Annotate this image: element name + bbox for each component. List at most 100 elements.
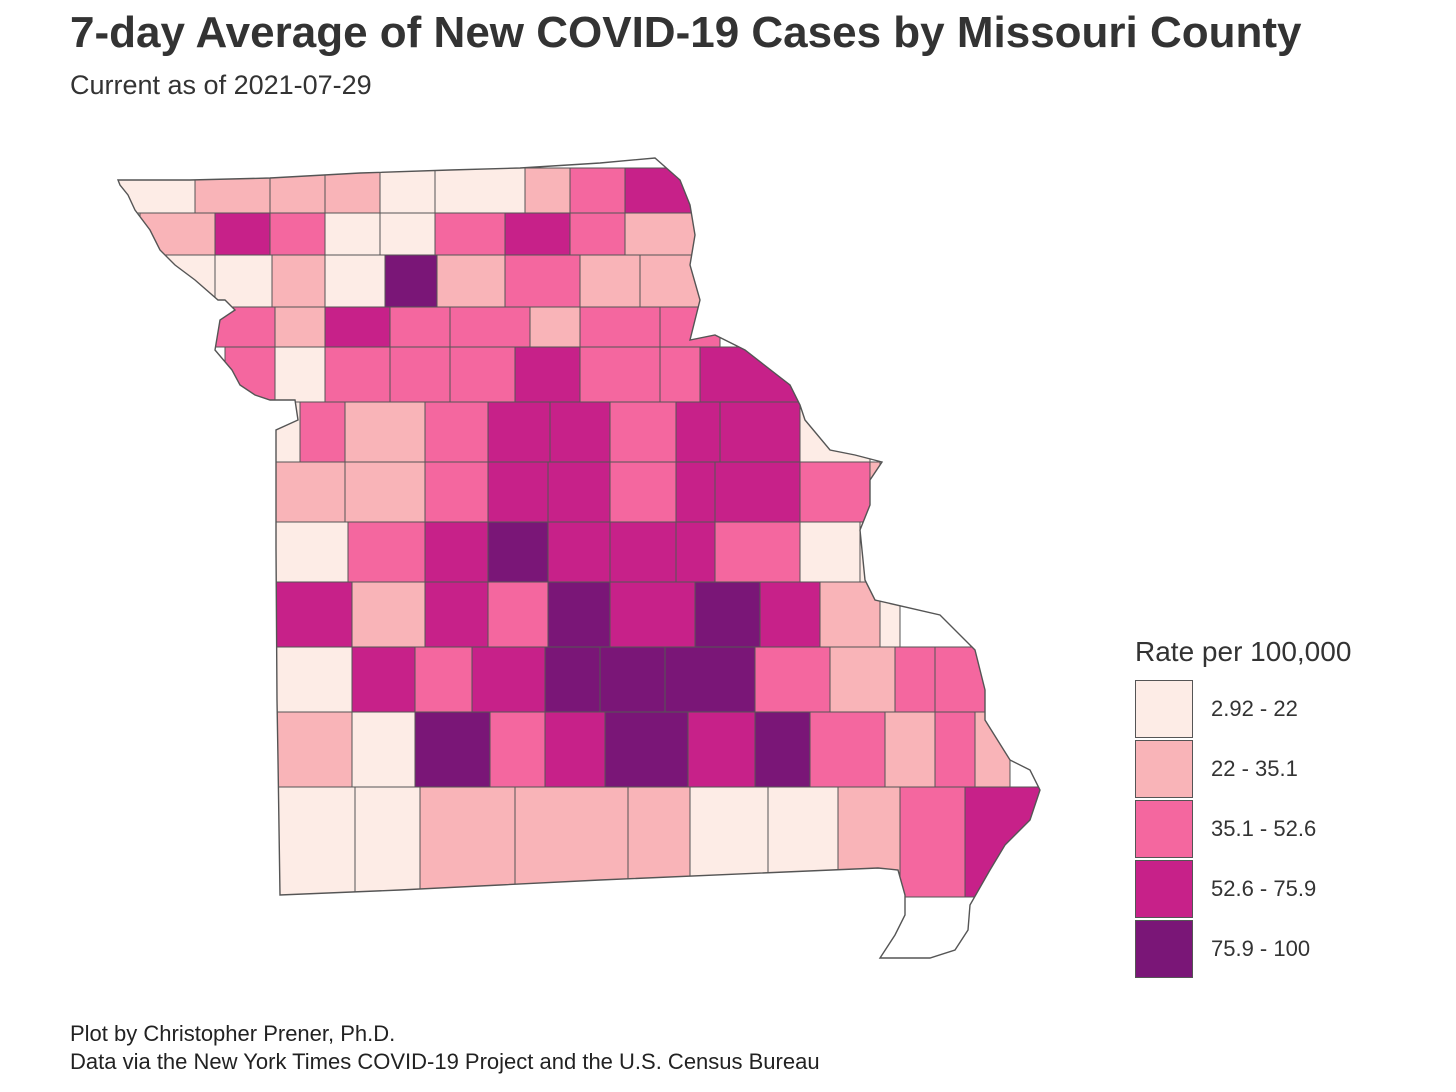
county-polygon [419, 786, 516, 898]
county-polygon [351, 646, 416, 713]
county-polygon [269, 212, 326, 256]
county-polygon [624, 167, 701, 214]
county-polygon [269, 521, 349, 583]
county-polygon [199, 306, 276, 348]
county-polygon [504, 254, 581, 308]
county-polygon [379, 167, 436, 214]
county-polygon [487, 401, 551, 463]
county-polygon [324, 254, 386, 308]
county-polygon [414, 711, 491, 788]
county-polygon [347, 521, 426, 583]
county-polygon [269, 581, 353, 648]
legend-item: 35.1 - 52.6 [1135, 800, 1351, 860]
county-polygon [351, 711, 416, 788]
county-polygon [687, 711, 756, 788]
county-polygon [344, 461, 426, 523]
county-polygon [547, 521, 611, 583]
county-polygon [799, 401, 871, 463]
county-polygon [934, 646, 986, 713]
legend-item: 2.92 - 22 [1135, 680, 1351, 740]
map-title: 7-day Average of New COVID-19 Cases by M… [70, 8, 1302, 57]
county-polygon [809, 711, 886, 788]
county-polygon [547, 581, 611, 648]
county-polygon [514, 346, 581, 403]
county-polygon [389, 306, 451, 348]
county-polygon [759, 581, 821, 648]
county-polygon [351, 581, 426, 648]
county-polygon [694, 581, 761, 648]
county-polygon [884, 711, 936, 788]
county-polygon [714, 461, 801, 523]
county-polygon [604, 711, 689, 788]
legend-swatch [1135, 860, 1193, 918]
county-polygon [424, 581, 489, 648]
county-polygon [754, 646, 831, 713]
county-polygon [449, 346, 516, 403]
county-polygon [324, 212, 381, 256]
county-polygon [599, 646, 666, 713]
county-polygon [829, 646, 896, 713]
county-polygon [434, 212, 506, 256]
county-polygon [524, 167, 571, 214]
legend-label: 22 - 35.1 [1211, 756, 1298, 781]
county-polygon [194, 167, 271, 214]
county-polygon [699, 346, 801, 403]
county-polygon [254, 401, 301, 463]
county-polygon [269, 711, 353, 788]
legend-item: 75.9 - 100 [1135, 920, 1351, 980]
county-polygon [529, 306, 581, 348]
legend-title: Rate per 100,000 [1135, 636, 1352, 667]
county-polygon [487, 461, 549, 523]
map-legend: Rate per 100,000 2.92 - 22 22 - 35.1 35.… [1135, 636, 1351, 980]
county-polygon [269, 786, 356, 898]
county-polygon [389, 346, 451, 403]
county-polygon [609, 461, 677, 523]
county-polygon [449, 306, 531, 348]
county-polygon [609, 521, 677, 583]
county-polygon [974, 711, 1011, 788]
legend-label: 75.9 - 100 [1211, 936, 1311, 961]
county-polygon [271, 254, 326, 308]
county-polygon [754, 711, 811, 788]
county-polygon [487, 581, 549, 648]
county-polygon [899, 786, 966, 898]
county-polygon [224, 346, 276, 403]
county-polygon [714, 521, 801, 583]
map-caption: Plot by Christopher Prener, Ph.D. Data v… [70, 1020, 820, 1076]
legend-label: 35.1 - 52.6 [1211, 816, 1317, 841]
county-polygon [436, 254, 506, 308]
county-polygon [675, 521, 716, 583]
county-polygon [689, 786, 769, 898]
legend-swatch [1135, 680, 1193, 738]
county-polygon [659, 346, 701, 403]
county-polygon [579, 346, 661, 403]
county-polygon [627, 786, 691, 898]
county-polygon [489, 711, 546, 788]
county-polygon [675, 461, 716, 523]
county-polygon [544, 646, 601, 713]
legend-label: 52.6 - 75.9 [1211, 876, 1317, 901]
county-polygon [424, 461, 489, 523]
county-polygon [544, 711, 606, 788]
county-polygon [299, 401, 346, 463]
county-polygon [487, 521, 549, 583]
legend-swatch [1135, 800, 1193, 858]
county-polygon [274, 306, 326, 348]
county-polygon [547, 461, 611, 523]
legend-swatch [1135, 920, 1193, 978]
county-polygon [799, 521, 861, 583]
county-polygon [719, 401, 801, 463]
county-polygon [434, 167, 526, 214]
legend-item: 22 - 35.1 [1135, 740, 1351, 800]
county-polygon [964, 786, 1040, 898]
county-polygon [269, 646, 353, 713]
caption-author: Plot by Christopher Prener, Ph.D. [70, 1021, 396, 1046]
county-polygon [799, 461, 871, 523]
county-polygon [214, 212, 271, 256]
county-polygon [894, 646, 936, 713]
county-polygon [549, 401, 611, 463]
caption-source: Data via the New York Times COVID-19 Pro… [70, 1049, 820, 1074]
county-polygon [624, 212, 701, 256]
county-polygon [414, 646, 473, 713]
